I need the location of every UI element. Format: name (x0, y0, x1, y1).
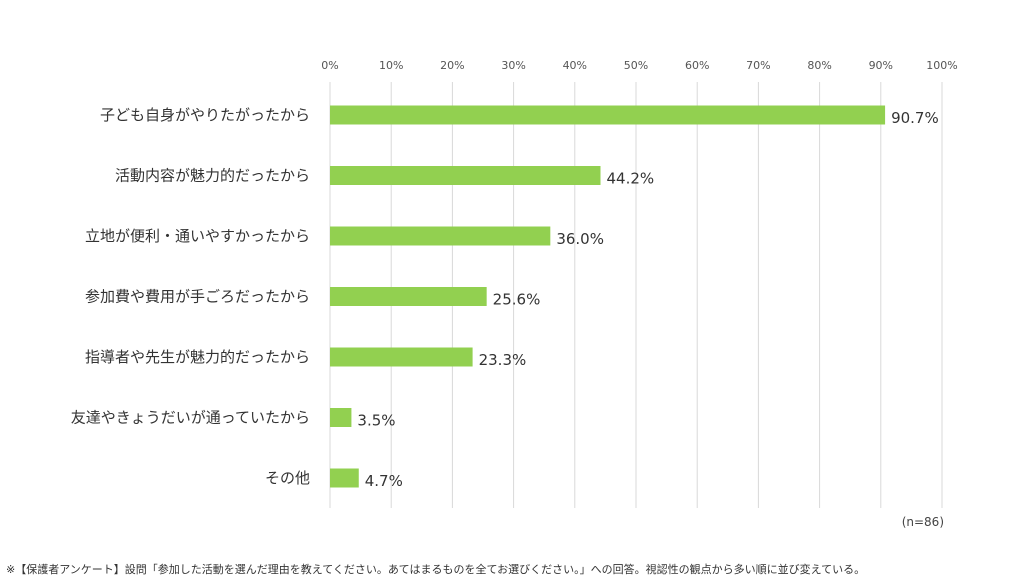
x-tick-label: 70% (746, 59, 770, 72)
x-tick-label: 40% (563, 59, 587, 72)
data-label: 23.3% (479, 351, 527, 369)
category-label: 友達やきょうだいが通っていたから (71, 409, 310, 427)
bar (330, 287, 487, 306)
data-label: 44.2% (607, 170, 655, 188)
bar (330, 347, 473, 367)
x-axis-ticks: 0% 10% 20% 30% 40% 50% 60% 70% 80% 90% 100% (321, 59, 957, 72)
sample-size-label: (n=86) (902, 515, 944, 529)
x-tick-label: 90% (869, 59, 893, 72)
bar-chart: 0% 10% 20% 30% 40% 50% 60% 70% 80% 90% 100% 子ども自身が… (71, 59, 958, 529)
bar (330, 408, 352, 427)
category-label: その他 (265, 469, 310, 487)
x-tick-label: 80% (807, 59, 831, 72)
category-label: 活動内容が魅力的だったから (115, 167, 310, 185)
x-tick-label: 10% (379, 59, 403, 72)
data-label: 3.5% (357, 412, 395, 430)
data-label: 25.6% (493, 291, 541, 309)
data-label: 4.7% (365, 472, 403, 490)
category-labels: 子ども自身がやりたがったから活動内容が魅力的だったから立地が便利・通いやすかった… (71, 106, 310, 487)
footnote: ※【保護者アンケート】設問「参加した活動を選んだ理由を教えてください。あてはまる… (6, 563, 866, 576)
bar (330, 105, 886, 125)
value-labels: 90.7% 44.2% 36.0% 25.6% 23.3% 3.5% 4.7% (357, 109, 938, 490)
x-tick-label: 100% (926, 59, 957, 72)
bars (330, 105, 886, 488)
data-label: 90.7% (891, 109, 939, 127)
x-tick-label: 60% (685, 59, 709, 72)
category-label: 立地が便利・通いやすかったから (85, 227, 310, 245)
data-label: 36.0% (556, 230, 604, 248)
category-label: 指導者や先生が魅力的だったから (85, 348, 310, 366)
gridlines (329, 82, 943, 508)
bar (330, 226, 551, 246)
x-tick-label: 30% (501, 59, 525, 72)
x-tick-label: 20% (440, 59, 464, 72)
category-label: 参加費や費用が手ごろだったから (85, 288, 310, 306)
bar (330, 468, 359, 488)
category-label: 子ども自身がやりたがったから (100, 106, 310, 124)
x-tick-label: 50% (624, 59, 648, 72)
x-tick-label: 0% (321, 59, 338, 72)
bar (330, 166, 601, 185)
